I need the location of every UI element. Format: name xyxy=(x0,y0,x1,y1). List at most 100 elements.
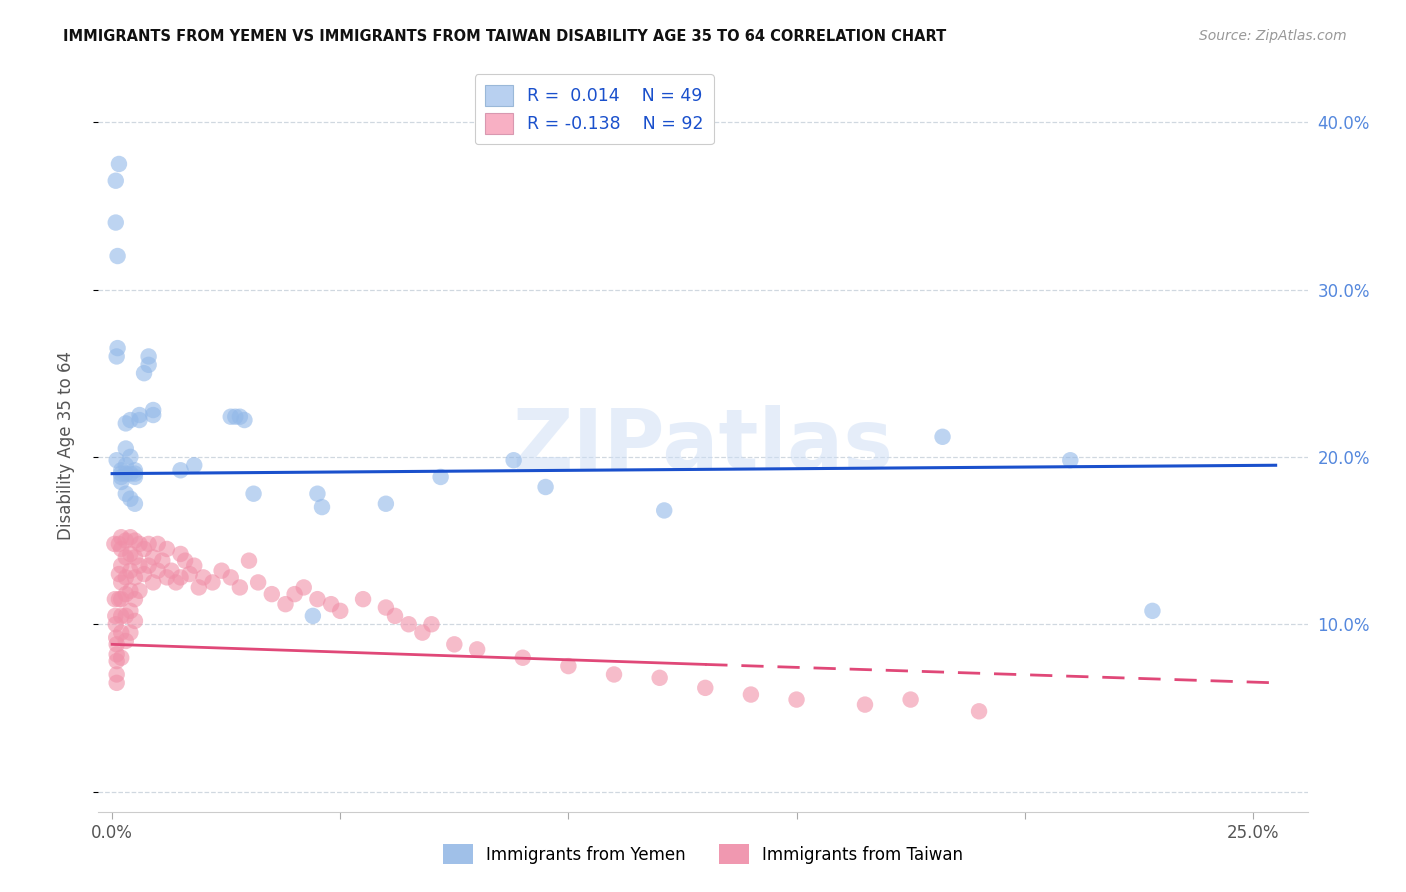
Point xyxy=(103,537,125,551)
Point xyxy=(104,174,127,188)
Point xyxy=(169,570,191,584)
Point xyxy=(931,430,953,444)
Point xyxy=(107,341,129,355)
Point xyxy=(114,550,136,565)
Point xyxy=(169,547,191,561)
Point xyxy=(105,676,128,690)
Point xyxy=(124,550,146,565)
Point xyxy=(307,592,329,607)
Point xyxy=(120,530,142,544)
Point xyxy=(443,637,465,651)
Point xyxy=(124,570,146,584)
Point xyxy=(120,583,142,598)
Point xyxy=(429,470,451,484)
Point xyxy=(187,581,209,595)
Point xyxy=(120,625,142,640)
Point xyxy=(648,671,671,685)
Point xyxy=(110,541,132,556)
Point xyxy=(132,366,155,380)
Point xyxy=(104,608,127,623)
Point xyxy=(292,581,315,595)
Legend: Immigrants from Yemen, Immigrants from Taiwan: Immigrants from Yemen, Immigrants from T… xyxy=(436,838,970,871)
Point xyxy=(179,567,201,582)
Point xyxy=(120,547,142,561)
Point xyxy=(384,608,406,623)
Point xyxy=(128,413,150,427)
Point xyxy=(114,467,136,481)
Point xyxy=(242,486,264,500)
Point xyxy=(1142,604,1164,618)
Point xyxy=(114,570,136,584)
Point xyxy=(224,409,246,424)
Point xyxy=(124,614,146,628)
Point xyxy=(201,575,224,590)
Point xyxy=(398,617,420,632)
Point xyxy=(124,470,146,484)
Point xyxy=(105,637,128,651)
Point xyxy=(108,592,131,607)
Point xyxy=(219,409,242,424)
Point xyxy=(110,625,132,640)
Point xyxy=(114,417,136,431)
Point xyxy=(512,650,534,665)
Point xyxy=(110,530,132,544)
Point xyxy=(174,554,197,568)
Point xyxy=(105,350,128,364)
Point xyxy=(105,631,128,645)
Point xyxy=(138,537,160,551)
Point xyxy=(900,692,922,706)
Point xyxy=(104,592,127,607)
Point xyxy=(502,453,524,467)
Text: Source: ZipAtlas.com: Source: ZipAtlas.com xyxy=(1199,29,1347,43)
Point xyxy=(740,688,762,702)
Point xyxy=(120,564,142,578)
Point xyxy=(114,608,136,623)
Text: ZIPatlas: ZIPatlas xyxy=(513,406,893,486)
Point xyxy=(183,558,205,573)
Point xyxy=(786,692,808,706)
Point xyxy=(104,215,127,229)
Point xyxy=(374,600,396,615)
Point xyxy=(120,491,142,506)
Point xyxy=(142,403,165,417)
Point xyxy=(1059,453,1081,467)
Legend: R =  0.014    N = 49, R = -0.138    N = 92: R = 0.014 N = 49, R = -0.138 N = 92 xyxy=(475,74,714,145)
Point xyxy=(128,408,150,422)
Point xyxy=(110,467,132,481)
Point xyxy=(260,587,283,601)
Point xyxy=(105,453,128,467)
Point xyxy=(108,157,131,171)
Point xyxy=(156,541,179,556)
Point xyxy=(105,648,128,662)
Point xyxy=(110,558,132,573)
Point xyxy=(108,567,131,582)
Point xyxy=(211,564,233,578)
Point xyxy=(146,537,169,551)
Point xyxy=(229,409,252,424)
Point xyxy=(142,550,165,565)
Point xyxy=(110,463,132,477)
Point xyxy=(329,604,352,618)
Point xyxy=(120,413,142,427)
Point xyxy=(557,659,579,673)
Point xyxy=(128,537,150,551)
Point xyxy=(274,597,297,611)
Point xyxy=(146,564,169,578)
Point xyxy=(183,458,205,473)
Point xyxy=(110,470,132,484)
Point xyxy=(302,608,325,623)
Point xyxy=(307,486,329,500)
Point xyxy=(138,350,160,364)
Point xyxy=(114,634,136,648)
Point xyxy=(156,570,179,584)
Point xyxy=(114,587,136,601)
Point xyxy=(124,533,146,548)
Point xyxy=(321,597,343,611)
Point xyxy=(105,667,128,681)
Point xyxy=(107,249,129,263)
Point xyxy=(420,617,443,632)
Point xyxy=(652,503,675,517)
Point xyxy=(142,575,165,590)
Point xyxy=(114,486,136,500)
Point xyxy=(695,681,717,695)
